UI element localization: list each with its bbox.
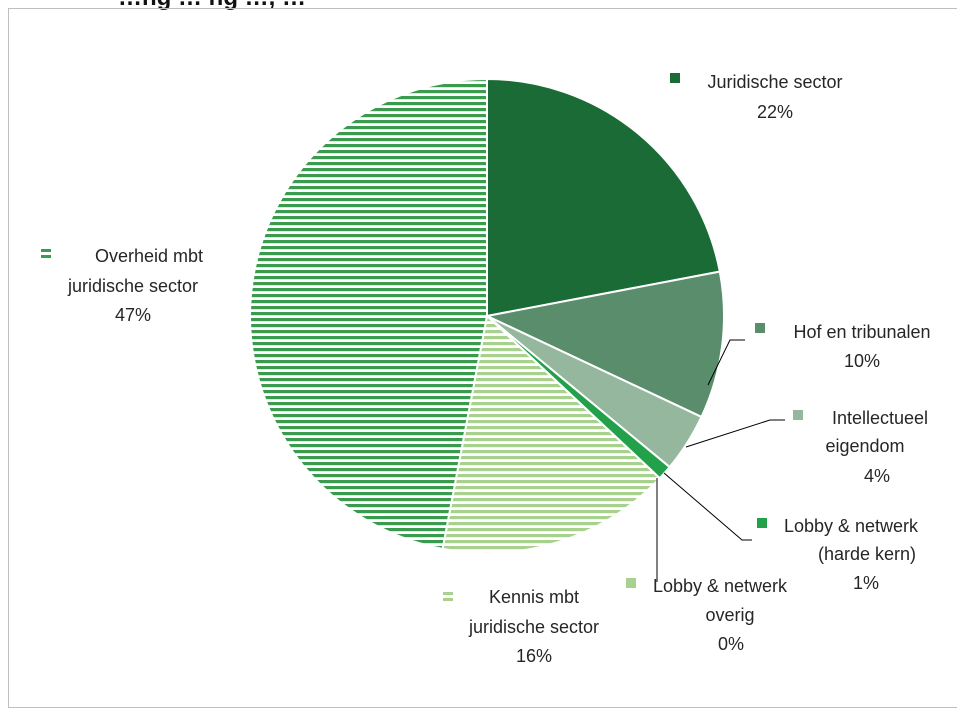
label-intellectueel-eigendom: Intellectueel eigendom 4% [793,408,928,486]
label-intellectueel-value: 4% [864,466,890,486]
pie-slices [249,77,725,554]
label-kennis-value: 16% [516,646,552,666]
label-kennis-name-2: juridische sector [468,617,599,637]
pie-slice-hof-en-tribunalen [483,270,725,419]
label-juridische-sector-value: 22% [757,102,793,122]
label-kennis: Kennis mbt juridische sector 16% [443,587,599,666]
legend-swatch-lobby-harde-kern [757,518,767,528]
pie-chart: Juridische sector 22% Hof en tribunalen … [41,72,931,666]
pie-slice-overheid-mbt-juridische-sector [249,77,488,550]
leader-line-hof [707,339,745,386]
label-lobby-overig-name-2: overig [705,605,754,625]
legend-swatch-juridische-sector [670,73,680,83]
legend-swatch-kennis-2 [443,598,453,601]
legend-swatch-overheid-1 [41,249,51,252]
chart-title: …ng … ng …, … [0,0,957,12]
label-juridische-sector-name: Juridische sector [707,72,842,92]
label-lobby-harde-kern-name-2: (harde kern) [818,544,916,564]
label-lobby-harde-kern-value: 1% [853,573,879,593]
leader-line-lobby-harde-kern [663,472,752,541]
label-juridische-sector: Juridische sector 22% [670,72,843,122]
pie-slice-kennis-mbt-juridische-sector [441,314,662,554]
label-overheid-name-1: Overheid mbt [95,246,203,266]
leader-line-intellectueel [685,419,785,448]
label-kennis-name-1: Kennis mbt [489,587,579,607]
label-lobby-overig: Lobby & netwerk overig 0% [626,576,788,654]
label-lobby-overig-value: 0% [718,634,744,654]
label-intellectueel-name-2: eigendom [825,436,904,456]
label-hof-value: 10% [844,351,880,371]
pie-slice-juridische-sector [486,77,721,318]
label-intellectueel-name-1: Intellectueel [832,408,928,428]
label-overheid-name-2: juridische sector [67,276,198,296]
label-lobby-overig-name-1: Lobby & netwerk [653,576,788,596]
label-hof-en-tribunalen: Hof en tribunalen 10% [755,322,931,371]
label-overheid-value: 47% [115,305,151,325]
label-lobby-harde-kern: Lobby & netwerk (harde kern) 1% [757,516,919,593]
legend-swatch-intellectueel [793,410,803,420]
label-lobby-harde-kern-name-1: Lobby & netwerk [784,516,919,536]
label-overheid: Overheid mbt juridische sector 47% [41,246,203,325]
legend-swatch-lobby-overig [626,578,636,588]
legend-swatch-overheid-2 [41,255,51,258]
legend-swatch-hof [755,323,765,333]
label-hof-name: Hof en tribunalen [793,322,930,342]
legend-swatch-kennis-1 [443,592,453,595]
